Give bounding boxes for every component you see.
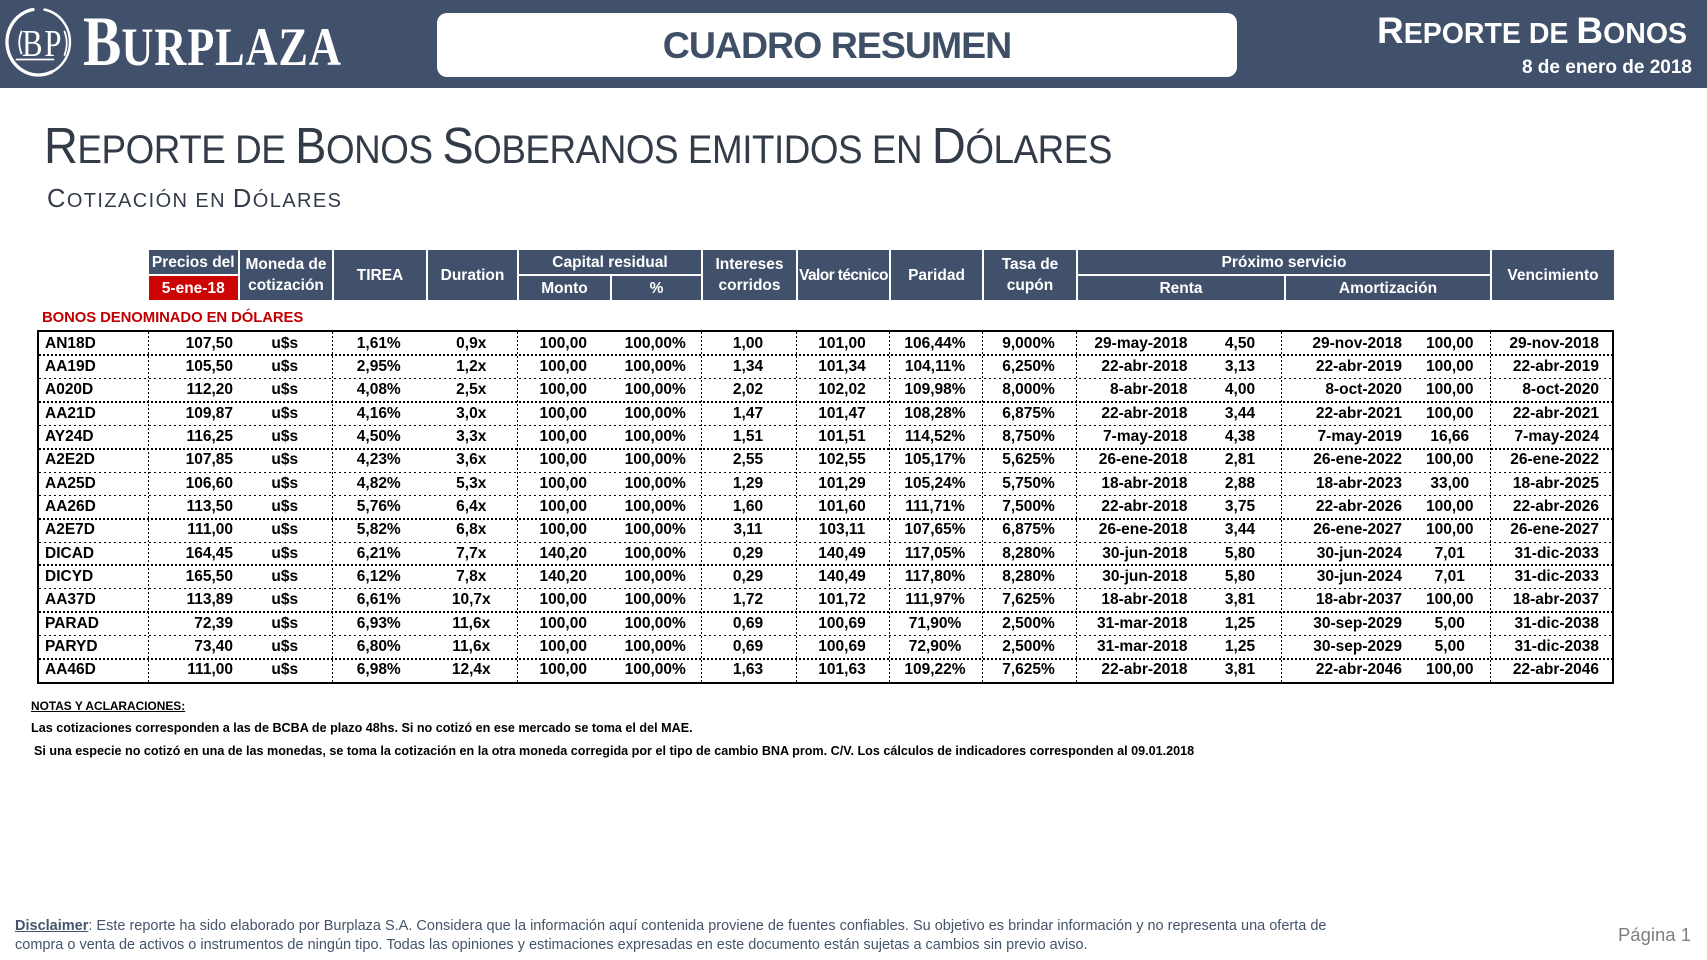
svg-text:P: P <box>44 22 61 65</box>
svg-text:B: B <box>22 22 43 65</box>
